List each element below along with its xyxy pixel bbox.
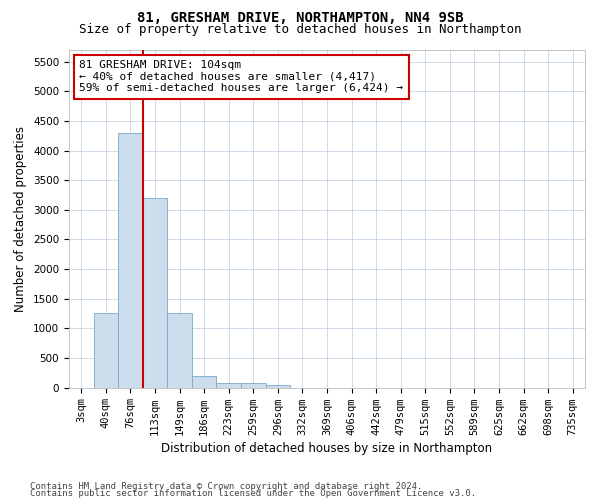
Bar: [241, 383, 266, 388]
Bar: [167, 314, 192, 388]
Text: 81 GRESHAM DRIVE: 104sqm
← 40% of detached houses are smaller (4,417)
59% of sem: 81 GRESHAM DRIVE: 104sqm ← 40% of detach…: [79, 60, 403, 94]
Bar: [192, 376, 217, 388]
Text: 81, GRESHAM DRIVE, NORTHAMPTON, NN4 9SB: 81, GRESHAM DRIVE, NORTHAMPTON, NN4 9SB: [137, 11, 463, 25]
Bar: [143, 198, 167, 388]
X-axis label: Distribution of detached houses by size in Northampton: Distribution of detached houses by size …: [161, 442, 493, 454]
Text: Contains HM Land Registry data © Crown copyright and database right 2024.: Contains HM Land Registry data © Crown c…: [30, 482, 422, 491]
Bar: [266, 384, 290, 388]
Text: Contains public sector information licensed under the Open Government Licence v3: Contains public sector information licen…: [30, 490, 476, 498]
Y-axis label: Number of detached properties: Number of detached properties: [14, 126, 28, 312]
Text: Size of property relative to detached houses in Northampton: Size of property relative to detached ho…: [79, 22, 521, 36]
Bar: [94, 314, 118, 388]
Bar: [118, 133, 143, 388]
Bar: [217, 383, 241, 388]
